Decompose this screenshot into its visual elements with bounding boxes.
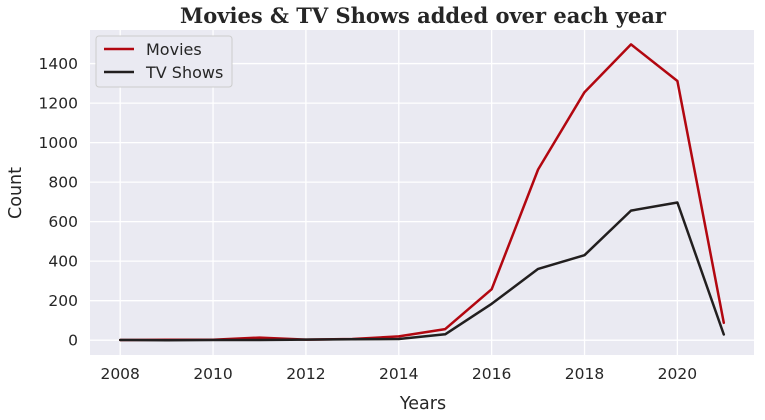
x-tick-label: 2018 bbox=[565, 365, 604, 383]
y-tick-label: 1000 bbox=[39, 134, 78, 152]
y-tick-label: 1400 bbox=[39, 55, 78, 73]
x-axis-label: Years bbox=[399, 394, 446, 414]
x-tick-label: 2008 bbox=[100, 365, 139, 383]
x-axis-ticks: 2008 2010 2012 2014 2016 2018 2020 bbox=[100, 365, 697, 383]
y-axis-label: Count bbox=[6, 167, 26, 219]
legend: Movies TV Shows bbox=[95, 35, 233, 88]
y-axis-ticks: 0 200 400 600 800 1000 1200 1400 bbox=[39, 55, 78, 350]
x-tick-label: 2014 bbox=[379, 365, 418, 383]
series-lines bbox=[118, 43, 726, 342]
y-tick-label: 0 bbox=[68, 332, 78, 350]
legend-label-tv-shows: TV Shows bbox=[145, 63, 223, 82]
y-tick-label: 200 bbox=[48, 292, 78, 310]
x-tick-label: 2016 bbox=[472, 365, 511, 383]
y-tick-label: 800 bbox=[48, 174, 78, 192]
legend-label-movies: Movies bbox=[146, 40, 202, 59]
series-line-tv-shows bbox=[118, 201, 726, 342]
y-tick-label: 400 bbox=[48, 253, 78, 271]
x-tick-label: 2020 bbox=[658, 365, 697, 383]
x-tick-label: 2010 bbox=[193, 365, 232, 383]
y-tick-label: 1200 bbox=[39, 95, 78, 113]
chart-title: Movies & TV Shows added over each year bbox=[180, 3, 667, 28]
y-tick-label: 600 bbox=[48, 213, 78, 231]
x-tick-label: 2012 bbox=[286, 365, 325, 383]
